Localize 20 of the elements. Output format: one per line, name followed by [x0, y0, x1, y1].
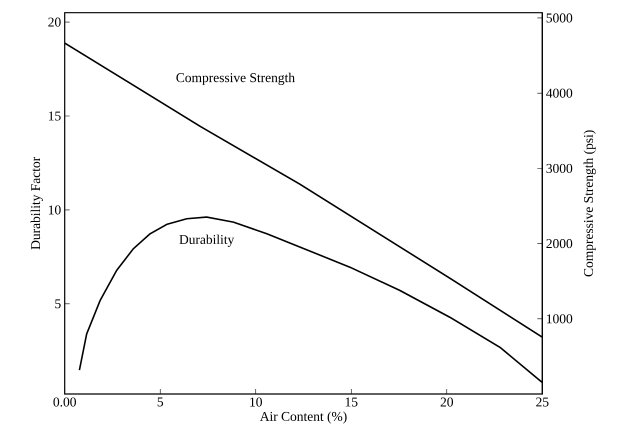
series-label: Durability — [179, 234, 234, 247]
x-tick-label: 10 — [250, 398, 262, 407]
y2-tick-label: 5000 — [546, 13, 572, 22]
y2-axis-title: Compressive Strength (psi) — [584, 130, 596, 276]
y-tick-label: 5 — [55, 299, 61, 308]
x-tick-label: 0.00 — [53, 398, 76, 407]
y-tick-label: 20 — [48, 18, 61, 27]
series-label: Compressive Strength — [176, 72, 295, 85]
x-tick-label: 25 — [536, 398, 549, 407]
y-tick-label: 10 — [48, 205, 61, 214]
y2-tick-label: 2000 — [546, 239, 572, 248]
x-axis-title: Air Content (%) — [260, 412, 347, 424]
y2-tick-label: 4000 — [546, 88, 572, 98]
x-tick-label: 15 — [346, 398, 358, 407]
y-tick-label: 15 — [48, 112, 61, 120]
x-tick-label: 20 — [440, 398, 454, 407]
y-axis-title: Durability Factor — [30, 156, 43, 250]
y2-tick-label: 3000 — [546, 164, 572, 173]
x-tick-label: 5 — [158, 398, 164, 406]
y2-tick-label: 1000 — [547, 314, 572, 324]
